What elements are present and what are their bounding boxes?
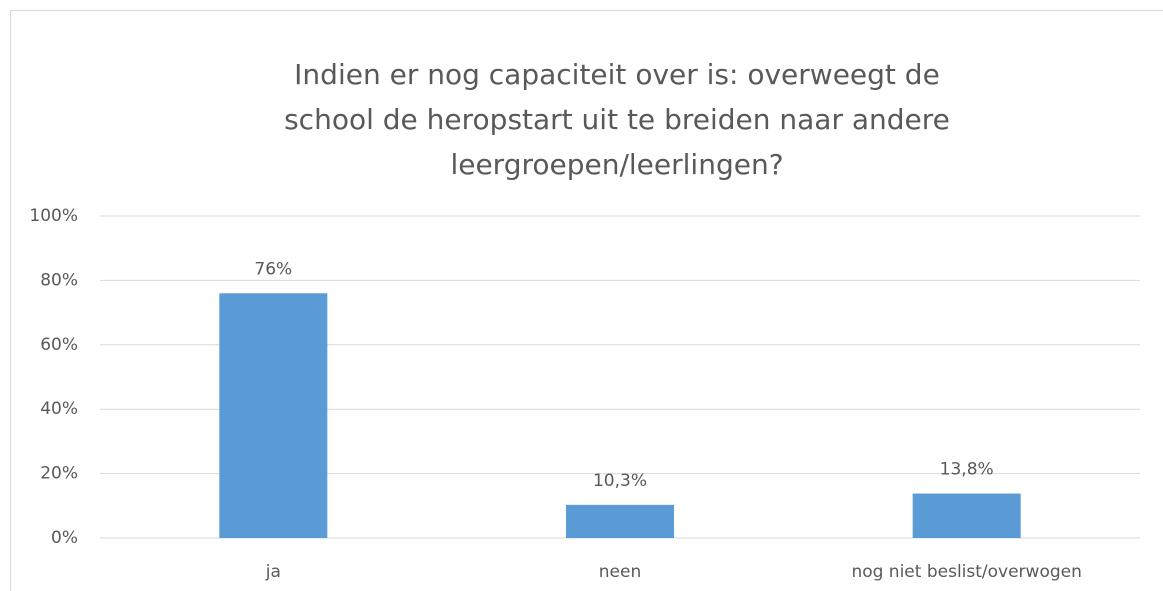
data-label: 10,3% — [593, 471, 647, 491]
data-label: 76% — [254, 259, 292, 279]
bar — [219, 293, 328, 538]
bar — [566, 504, 674, 538]
chart-frame — [10, 10, 1163, 591]
x-tick-label: nog niet beslist/overwogen — [851, 562, 1081, 582]
y-tick-label: 60% — [40, 335, 78, 355]
y-tick-label: 40% — [40, 399, 78, 419]
y-tick-label: 100% — [29, 206, 78, 226]
bar — [912, 493, 1021, 538]
chart-title: Indien er nog capaciteit over is: overwe… — [284, 58, 950, 181]
data-label: 13,8% — [940, 460, 994, 480]
y-tick-label: 80% — [40, 270, 78, 290]
x-tick-label: neen — [599, 562, 641, 582]
x-tick-label: ja — [265, 562, 281, 582]
y-tick-label: 0% — [51, 528, 78, 548]
y-tick-label: 20% — [40, 464, 78, 484]
